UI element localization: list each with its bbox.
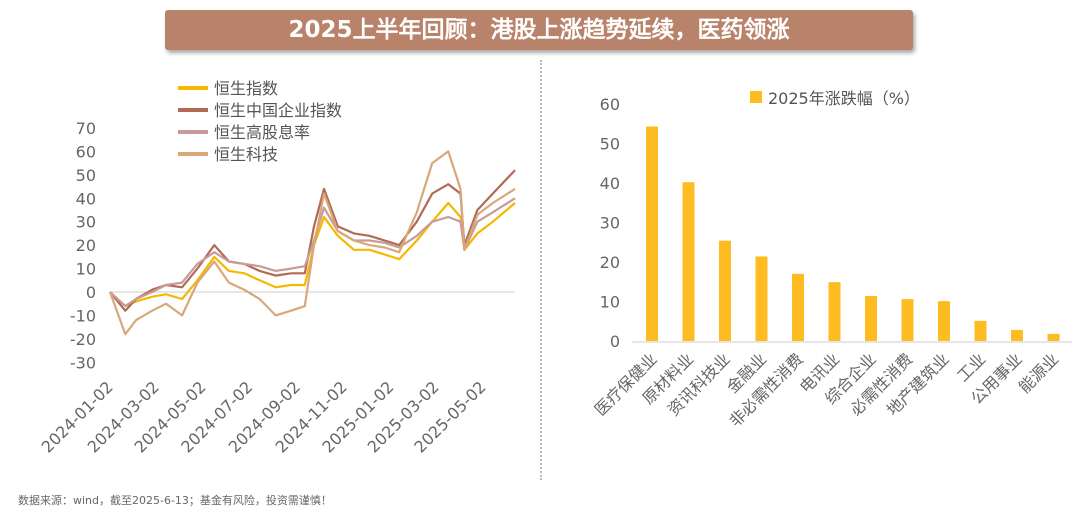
y-tick-label: 20 xyxy=(600,253,620,272)
y-tick-label: 60 xyxy=(600,95,620,114)
y-tick-label: 50 xyxy=(76,166,96,185)
y-tick-label: 40 xyxy=(76,189,96,208)
bar xyxy=(828,282,841,341)
legend-label: 恒生指数 xyxy=(214,79,278,98)
bar xyxy=(865,295,877,341)
y-tick-label: 10 xyxy=(600,293,620,312)
y-tick-label: 40 xyxy=(600,174,620,193)
y-tick-label: 10 xyxy=(76,260,96,279)
legend-label: 恒生中国企业指数 xyxy=(214,101,342,120)
y-tick-label: 30 xyxy=(600,214,620,233)
x-tick-label: 能源业 xyxy=(1015,349,1062,396)
bar xyxy=(901,299,914,341)
page-title: 2025上半年回顾：港股上涨趋势延续，医药领涨 xyxy=(165,10,913,50)
bar xyxy=(1047,333,1060,341)
y-tick-label: 20 xyxy=(76,236,96,255)
line-series-3 xyxy=(108,150,516,336)
line-series-1 xyxy=(109,169,516,312)
legend-swatch xyxy=(750,91,762,103)
bar xyxy=(792,273,804,341)
legend-label: 恒生高股息率 xyxy=(214,123,310,142)
bar xyxy=(646,126,658,341)
legend-label: 恒生科技 xyxy=(214,145,278,164)
y-tick-label: 60 xyxy=(76,142,96,161)
bar xyxy=(938,301,950,341)
y-tick-label: 30 xyxy=(76,213,96,232)
bar xyxy=(755,256,768,341)
divider xyxy=(540,60,542,480)
y-tick-label: -30 xyxy=(70,353,96,372)
y-tick-label: 50 xyxy=(600,135,620,154)
source-note: 数据来源：wind，截至2025-6-13；基金有风险，投资需谨慎！ xyxy=(18,494,332,507)
bar xyxy=(682,182,695,341)
legend-label: 2025年涨跌幅（%） xyxy=(768,89,920,108)
bar xyxy=(719,240,731,341)
y-tick-label: -10 xyxy=(70,306,96,325)
y-tick-label: 70 xyxy=(76,119,96,138)
bar xyxy=(1011,329,1023,341)
y-tick-label: 0 xyxy=(86,283,96,302)
bar xyxy=(974,320,987,341)
y-tick-label: -20 xyxy=(70,330,96,349)
y-tick-label: 0 xyxy=(610,332,620,351)
